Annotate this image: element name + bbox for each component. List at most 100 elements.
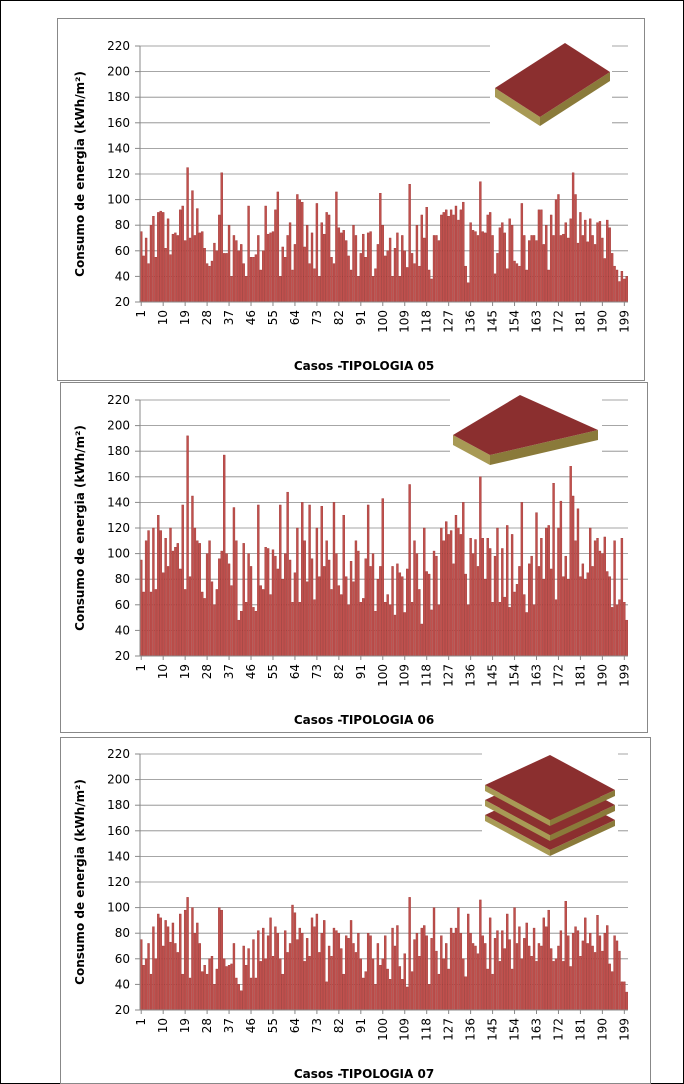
y-tick-label: 180	[107, 444, 130, 458]
bar	[279, 276, 282, 303]
y-tick-label: 40	[115, 977, 130, 991]
bar	[598, 935, 602, 1011]
bar	[623, 602, 626, 657]
bar	[247, 553, 250, 657]
bar	[208, 540, 211, 657]
bar	[471, 553, 475, 657]
bar	[347, 604, 350, 657]
bar	[418, 265, 421, 303]
bar	[249, 566, 253, 657]
bar	[205, 263, 209, 303]
bar	[310, 558, 314, 657]
bar	[271, 231, 275, 303]
bar	[528, 240, 531, 303]
bar	[542, 917, 545, 1011]
bar	[620, 271, 624, 303]
bar	[454, 927, 458, 1011]
x-tick-label: 127	[442, 310, 456, 333]
bar	[574, 540, 577, 657]
bar	[142, 255, 145, 303]
y-axis-title: Consumo de energia (kWh/m²)	[73, 425, 87, 631]
bar	[510, 968, 514, 1011]
bar	[484, 943, 487, 1011]
bar	[259, 269, 262, 303]
bar	[459, 534, 463, 657]
bar	[435, 950, 438, 1011]
bar	[479, 899, 482, 1011]
bar	[201, 971, 204, 1011]
bar	[540, 538, 543, 657]
bar	[584, 219, 587, 303]
bar	[237, 250, 240, 303]
bar	[188, 576, 192, 657]
bar	[203, 248, 206, 303]
y-tick-label: 100	[107, 547, 130, 561]
bar	[603, 933, 606, 1011]
bar	[403, 250, 406, 303]
x-tick-label: 91	[354, 310, 368, 325]
x-tick-label: 91	[354, 664, 368, 679]
x-tick-label: 10	[156, 1018, 170, 1033]
bar	[471, 230, 475, 303]
bar	[166, 218, 170, 303]
x-tick-label: 181	[573, 1018, 587, 1041]
bar	[571, 933, 575, 1011]
bar	[535, 961, 538, 1011]
bar	[332, 263, 336, 303]
bar	[430, 609, 433, 657]
bar	[320, 933, 323, 1011]
bar	[347, 255, 350, 303]
bar	[293, 572, 297, 657]
bar	[354, 235, 358, 303]
x-tick-label: 172	[551, 1018, 565, 1041]
bar	[403, 612, 406, 657]
bar	[262, 250, 265, 303]
bar	[259, 961, 262, 1011]
bar	[491, 235, 494, 303]
x-tick-label: 73	[310, 1018, 324, 1033]
bar	[193, 235, 197, 303]
y-tick-label: 60	[115, 244, 130, 258]
bar	[215, 968, 219, 1011]
bar	[508, 218, 511, 303]
bar	[430, 278, 433, 303]
bar	[567, 237, 570, 303]
bar	[327, 559, 331, 657]
x-tick-label: 163	[530, 310, 544, 333]
bar	[518, 926, 521, 1011]
bar	[188, 977, 192, 1011]
bar	[318, 276, 321, 303]
bar	[440, 935, 443, 1011]
bar	[552, 483, 555, 657]
bar	[349, 561, 353, 657]
bar	[569, 966, 572, 1011]
x-tick-label: 55	[266, 1018, 280, 1033]
bar	[188, 237, 192, 303]
bar	[506, 268, 509, 303]
y-tick-label: 160	[107, 470, 130, 484]
x-tick-label: 163	[530, 1018, 544, 1041]
bar	[562, 576, 565, 657]
bar	[581, 235, 585, 303]
bar	[559, 500, 563, 657]
x-tick-label: 199	[617, 310, 631, 333]
bar	[352, 581, 355, 657]
bar	[181, 504, 184, 657]
bar	[423, 527, 426, 657]
bar	[213, 242, 216, 303]
x-tick-label: 46	[244, 1018, 258, 1033]
bar	[213, 984, 216, 1011]
bar	[357, 550, 360, 657]
y-tick-label: 40	[115, 623, 130, 637]
bar	[274, 209, 277, 303]
bar	[467, 604, 470, 657]
slab-icon	[490, 40, 612, 128]
bar	[284, 930, 287, 1011]
bar	[393, 945, 397, 1011]
bar	[432, 550, 436, 657]
bar	[376, 244, 380, 303]
bar	[291, 269, 294, 303]
bar	[140, 231, 143, 303]
bar	[491, 602, 494, 657]
bar	[591, 235, 594, 303]
